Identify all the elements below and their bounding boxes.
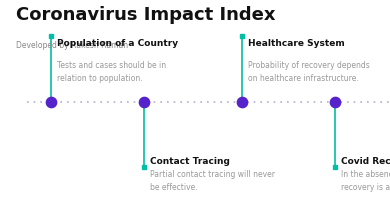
Point	[332, 100, 339, 104]
Text: Tests and cases should be in
relation to population.: Tests and cases should be in relation to…	[57, 61, 166, 83]
Text: Covid Recovery: Covid Recovery	[341, 156, 390, 165]
Text: In the absence of durability data,
recovery is a wrong indicator.: In the absence of durability data, recov…	[341, 169, 390, 191]
Text: Population of a Country: Population of a Country	[57, 39, 178, 48]
Text: Contact Tracing: Contact Tracing	[150, 156, 230, 165]
Text: Healthcare System: Healthcare System	[248, 39, 344, 48]
Point	[239, 100, 245, 104]
Text: Developed by Rakesh Raman: Developed by Rakesh Raman	[16, 41, 128, 50]
Text: Coronavirus Impact Index: Coronavirus Impact Index	[16, 6, 275, 24]
Point	[48, 100, 54, 104]
Text: Probability of recovery depends
on healthcare infrastructure.: Probability of recovery depends on healt…	[248, 61, 369, 83]
Text: Partial contact tracing will never
be effective.: Partial contact tracing will never be ef…	[150, 169, 275, 191]
Point	[141, 100, 147, 104]
